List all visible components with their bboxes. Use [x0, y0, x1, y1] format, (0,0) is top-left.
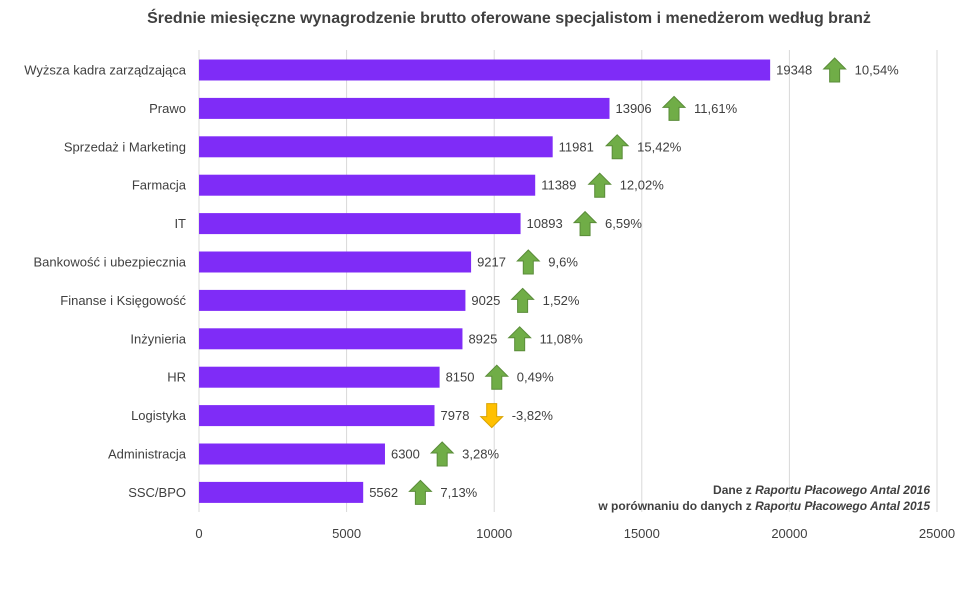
x-tick-label: 5000: [332, 526, 361, 541]
source-note: Dane z Raportu Płacowego Antal 2016 w po…: [598, 482, 930, 514]
note-line1-prefix: Dane z: [713, 483, 756, 497]
category-label: HR: [167, 370, 186, 385]
arrow-up-icon: [408, 479, 433, 505]
gridlines: [198, 50, 938, 512]
bar: [199, 443, 385, 465]
arrow-up-icon: [429, 441, 455, 467]
bar: [199, 136, 553, 158]
bars: [199, 59, 771, 503]
bar: [199, 366, 440, 388]
category-label: Sprzedaż i Marketing: [64, 139, 186, 154]
change-label: 1,52%: [543, 293, 580, 308]
bar: [199, 405, 435, 427]
category-label: Bankowość i ubezpiecznia: [34, 255, 187, 270]
change-label: 9,6%: [548, 255, 578, 270]
value-label: 10893: [527, 216, 563, 231]
note-line1-italic: Raportu Płacowego Antal 2016: [755, 483, 930, 497]
change-label: 3,28%: [462, 447, 499, 462]
bar: [199, 289, 466, 311]
value-label: 9025: [471, 293, 500, 308]
change-label: 0,49%: [517, 370, 554, 385]
note-line2-prefix: w porównaniu do danych z: [598, 499, 756, 513]
bar: [199, 481, 364, 503]
value-label: 19348: [776, 63, 812, 78]
change-label: -3,82%: [512, 408, 554, 423]
category-label: Logistyka: [131, 408, 187, 423]
value-label: 8150: [446, 370, 475, 385]
change-label: 12,02%: [620, 178, 665, 193]
chart-title: Średnie miesięczne wynagrodzenie brutto …: [147, 10, 871, 27]
x-tick-label: 20000: [771, 526, 807, 541]
bar: [199, 328, 463, 350]
x-tick-label: 25000: [919, 526, 955, 541]
arrow-up-icon: [587, 172, 612, 198]
category-label: SSC/BPO: [128, 485, 186, 500]
change-label: 11,61%: [694, 101, 738, 116]
value-label: 11981: [559, 139, 594, 154]
arrow-up-icon: [822, 57, 847, 83]
bar: [199, 251, 472, 273]
arrow-down-icon: [479, 403, 504, 429]
arrow-up-icon: [484, 364, 509, 390]
arrow-up-icon: [604, 134, 630, 160]
category-label: Administracja: [108, 447, 187, 462]
x-axis: 0 5000 10000 15000 20000 25000: [195, 526, 955, 541]
value-label: 13906: [616, 101, 652, 116]
category-label: Finanse i Księgowość: [60, 293, 186, 308]
change-label: 10,54%: [855, 63, 900, 78]
labels: Wyższa kadra zarządzająca 19348 10,54% Praw…: [24, 57, 900, 505]
category-label: Prawo: [149, 101, 186, 116]
value-label: 6300: [391, 447, 420, 462]
value-label: 9217: [477, 255, 506, 270]
change-label: 11,08%: [540, 331, 584, 346]
x-tick-label: 15000: [624, 526, 660, 541]
category-label: Wyższa kadra zarządzająca: [24, 63, 186, 78]
arrow-up-icon: [510, 287, 535, 313]
arrow-up-icon: [572, 210, 598, 237]
x-tick-label: 10000: [476, 526, 512, 541]
note-line2-italic: Raportu Płacowego Antal 2015: [755, 499, 930, 513]
change-label: 6,59%: [605, 216, 642, 231]
arrow-up-icon: [661, 95, 687, 121]
arrow-up-icon: [507, 326, 532, 352]
bar: [199, 97, 610, 119]
arrow-up-icon: [516, 249, 541, 275]
category-label: Farmacja: [132, 178, 187, 193]
change-label: 7,13%: [440, 485, 477, 500]
bar: [199, 59, 771, 81]
bar: [199, 213, 521, 235]
value-label: 8925: [468, 331, 497, 346]
value-label: 7978: [441, 408, 470, 423]
change-label: 15,42%: [637, 139, 682, 154]
value-label: 5562: [369, 485, 398, 500]
value-label: 11389: [541, 178, 576, 193]
category-label: IT: [174, 216, 186, 231]
category-label: Inżynieria: [130, 331, 186, 346]
bar: [199, 174, 536, 196]
x-tick-label: 0: [195, 526, 202, 541]
